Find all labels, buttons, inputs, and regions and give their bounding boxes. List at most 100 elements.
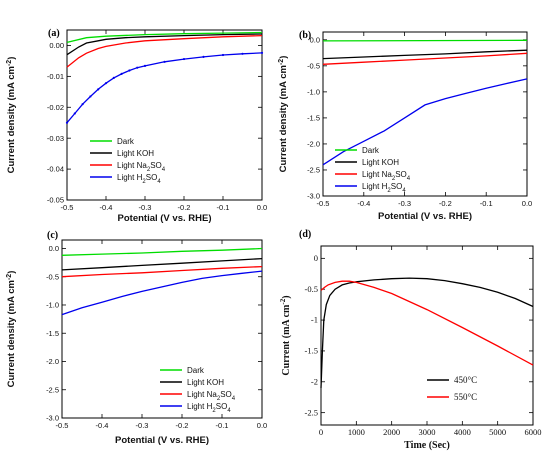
text-run: Li [117,161,123,170]
text-run: 2 [387,188,391,194]
series-line-3 [322,78,528,166]
legend-entry: Dark [362,146,380,155]
text-run: Da [117,137,128,146]
series-point [128,69,131,72]
text-run: t [202,402,205,411]
legend-entry: Light H2SO4 [187,402,231,414]
y-tick-label: -0.02 [47,103,64,112]
series-point [182,57,186,61]
x-axis-title: Potential (V vs. RHE) [118,213,212,224]
text-run: S [146,173,151,182]
y-title-tail: ) [6,57,17,60]
text-run: 4 [162,167,166,173]
series-point [97,88,100,91]
text-run: Li [362,170,368,179]
y-tick-label: -0.01 [47,72,64,81]
series-point [120,72,123,75]
x-tick-label: -0.4 [96,421,109,430]
x-tick-label: -0.1 [216,421,229,430]
text-run: gh [123,149,132,158]
text-run: 2 [392,176,396,182]
text-run: Li [187,402,193,411]
x-tick-label: 5000 [489,427,506,437]
text-run: S [150,161,155,170]
y-tick-label: 0 [314,253,318,263]
text-run: t [377,182,380,191]
legend-entry: Dark [117,137,135,146]
y-tick-label: -2.5 [307,166,320,175]
plot-frame [66,29,263,201]
text-run: Na [137,161,148,170]
text-run: Li [362,182,368,191]
plot-frame [320,245,534,426]
y-tick-label: -1 [311,315,318,325]
panel-c: -0.5 -0.4 -0.3 -0.2 -0.1 0.0 0.0 -0.5 -1.0 -1.5 -2… [6,230,268,446]
series-line-3 [66,52,263,124]
x-tick-label: -0.2 [178,203,191,212]
y-title-tail: ) [281,295,292,298]
text-run: O [142,149,148,158]
series-line-1 [66,33,263,56]
x-tick-label: 3000 [419,427,436,437]
series-line-1 [322,49,528,60]
series-line-1 [61,257,263,271]
x-axis-title: Potential (V vs. RHE) [115,435,209,446]
series-line-2 [322,52,528,65]
series-point [65,121,69,124]
y-tick-label: 0.0 [49,244,59,253]
plot-frame [61,239,263,419]
series-point [89,95,92,98]
y-tick-label: -1.0 [307,87,320,96]
text-run: Li [187,390,193,399]
legend-entry: Light H2SO4 [117,173,161,185]
text-run: gh [368,182,377,191]
panel-label: (c) [47,230,58,241]
text-run: H [218,378,224,387]
legend-entry: Light KOH [117,149,154,158]
panel-label: (a) [48,28,60,39]
series-point [241,52,244,55]
text-run: Li [117,149,123,158]
series-point [104,82,108,85]
series-point [81,103,84,106]
panel-d: 0 1000 2000 3000 4000 5000 6000 0 -0.5 -1 -1.5 -2 -2… [279,229,542,451]
text-run: Da [187,366,198,375]
text-run: 4 [157,179,161,185]
text-run: gh [123,173,132,182]
text-run: Na [207,390,218,399]
text-run: O [387,158,393,167]
x-axis-title: Time (Sec) [404,440,450,451]
x-tick-label: -0.5 [56,421,69,430]
y-axis-title: Current (mA cm-2) [279,295,292,375]
text-run: H [148,149,154,158]
x-tick-label: -0.1 [480,199,493,208]
y-tick-label: -0.5 [307,61,320,70]
y-axis-title: Current density (mA cm-2) [6,57,18,174]
text-run: rk [372,146,380,155]
text-run: Li [362,158,368,167]
y-title-sup: -2 [6,60,13,66]
text-run: K [382,158,388,167]
series-point [163,60,166,63]
series-line-0 [61,247,263,256]
series-line-0 [66,31,263,44]
x-tick-label: -0.3 [136,421,149,430]
series-line-0 [322,39,528,42]
series-line-2 [61,265,263,278]
text-run: 2 [142,179,146,185]
y-title-main: Current density (mA cm [6,66,17,173]
text-run: Da [362,146,373,155]
text-run: O [151,173,157,182]
series-point [260,51,264,54]
panel-b: -0.5 -0.4 -0.3 -0.2 -0.1 0.0 0.0 -0.5 -1.0 -1.5 -2… [278,30,533,222]
text-run: gh [193,390,202,399]
text-run: t [202,390,205,399]
text-run: S [220,390,225,399]
x-tick-label: 1000 [348,427,365,437]
text-run: gh [193,402,202,411]
y-tick-label: -2 [311,376,318,386]
y-axis-title: Current density (mA cm-2) [278,56,290,173]
x-tick-label: -0.2 [176,421,189,430]
legend-entry: Light Na2SO4 [362,170,411,182]
